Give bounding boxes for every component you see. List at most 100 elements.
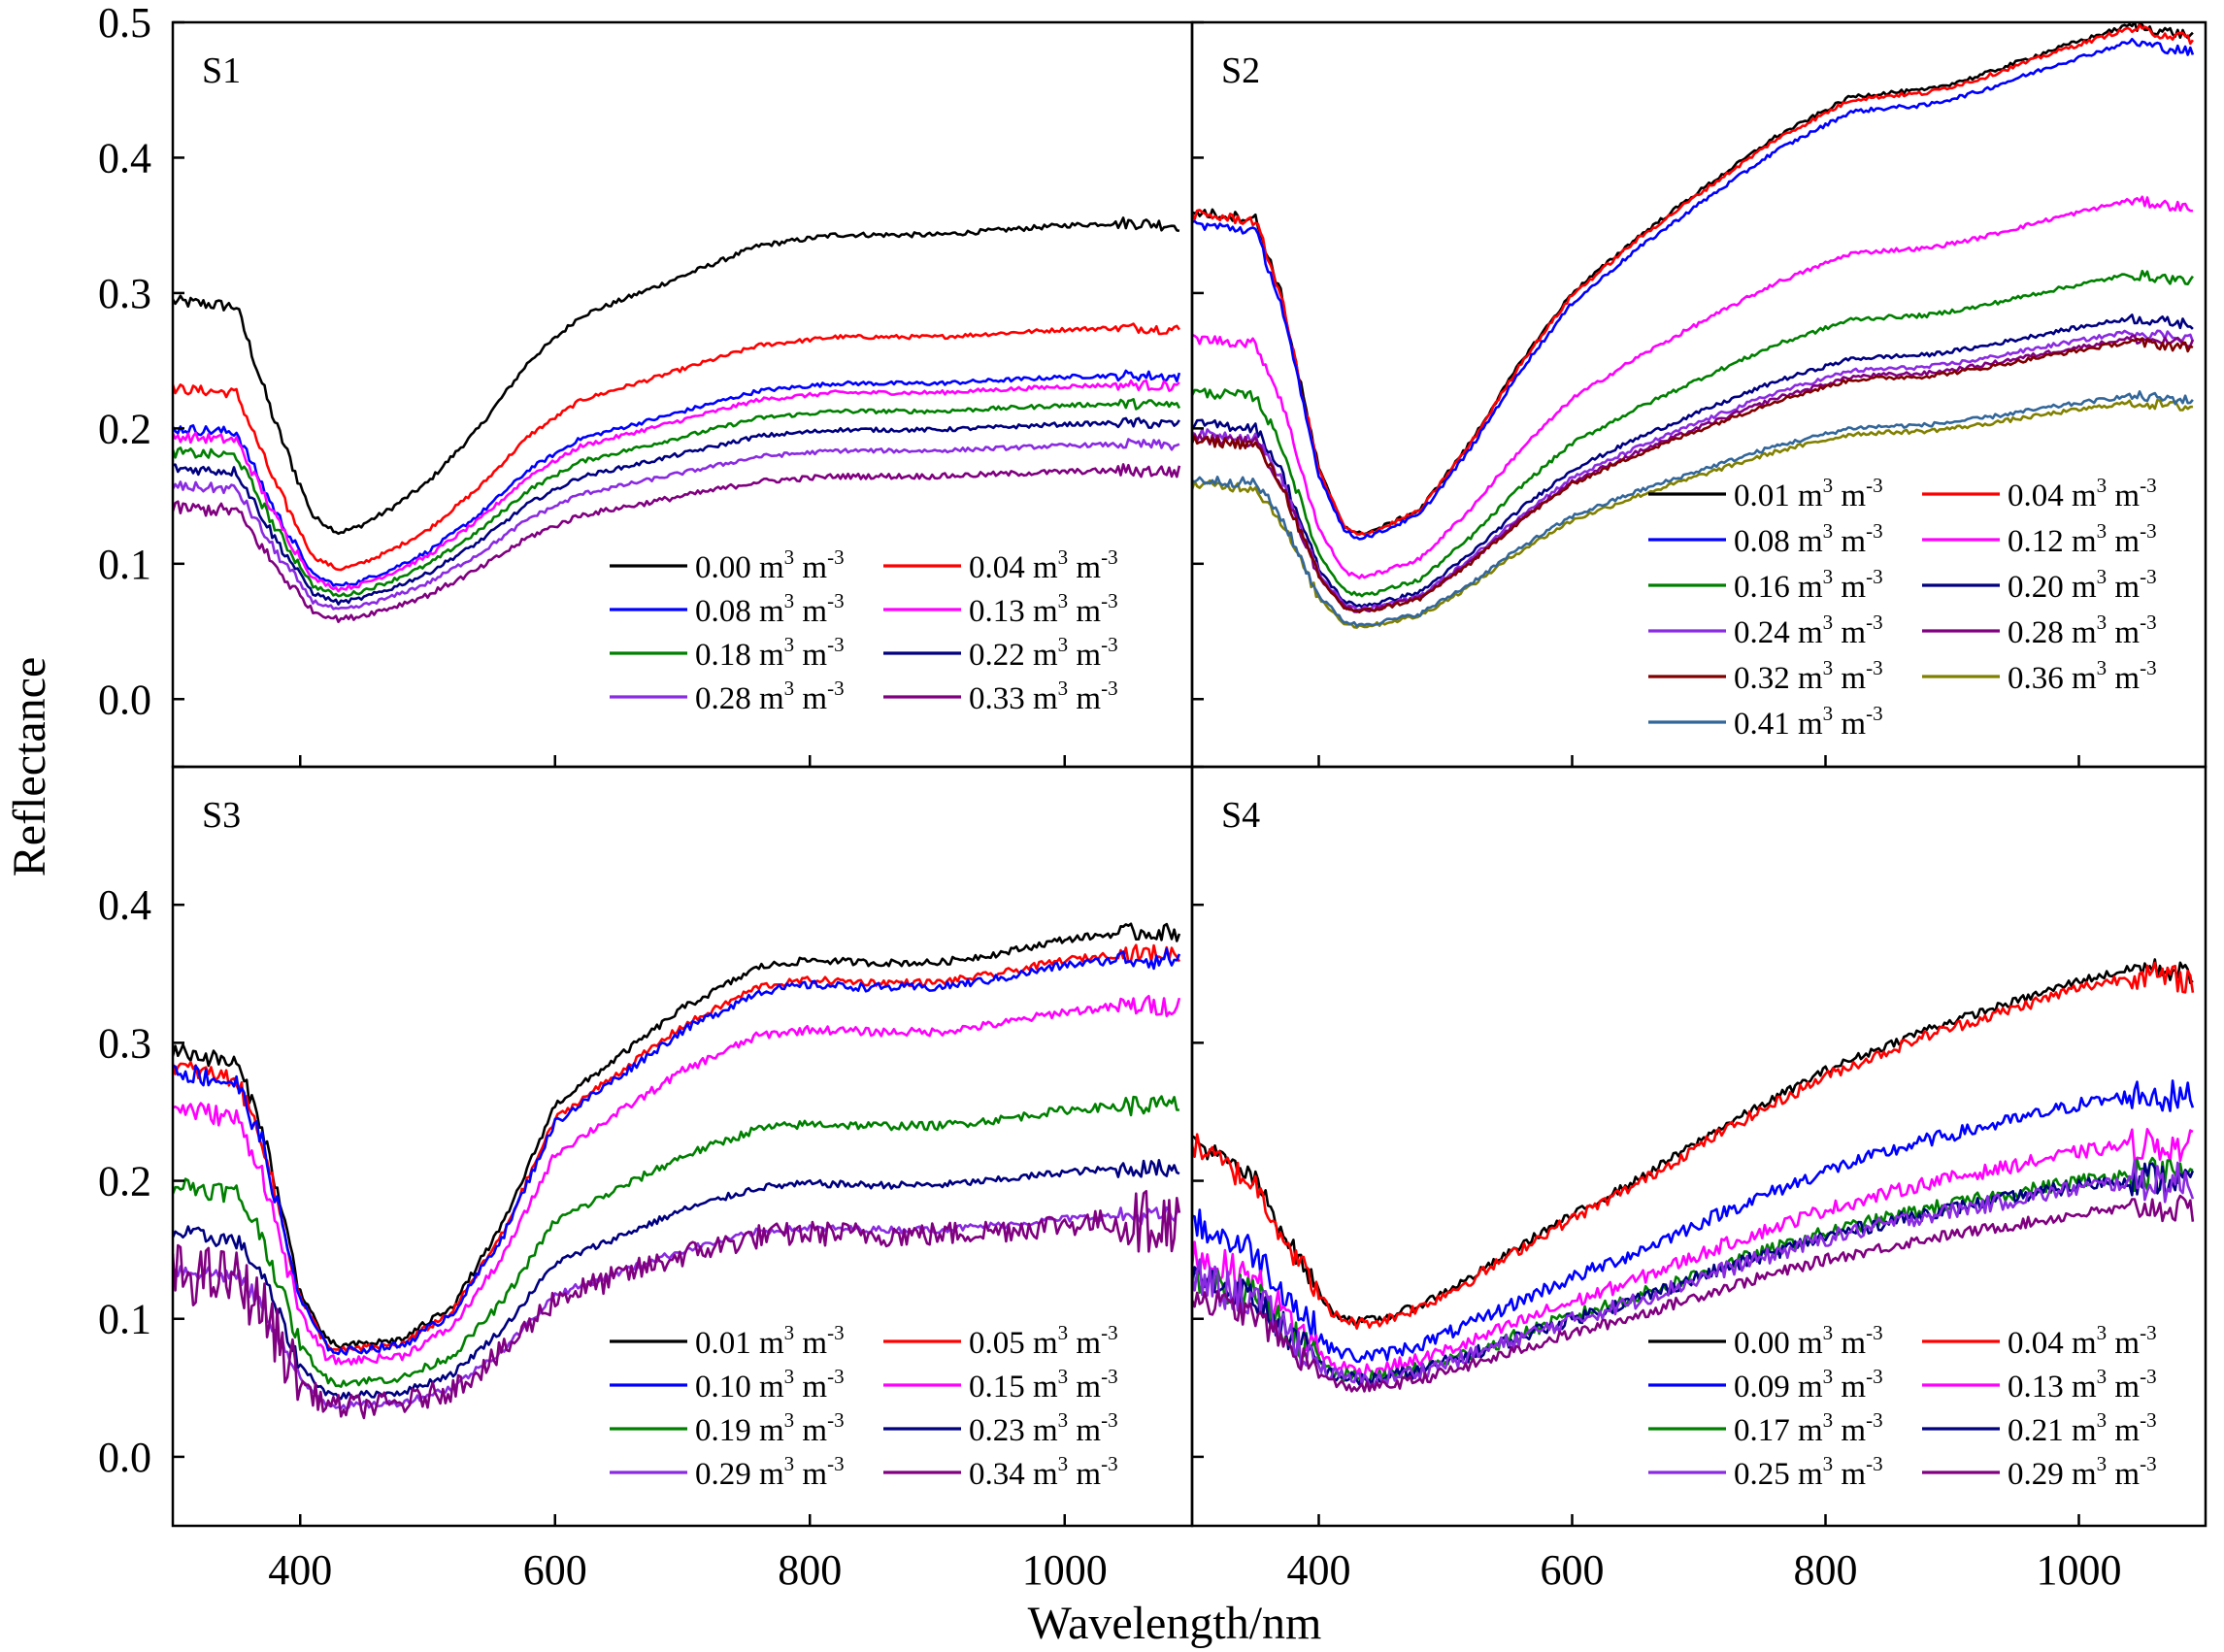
series-line-s4-0-04 (1192, 961, 2195, 1330)
legend-entry: 0.29 m3 m-3 (610, 1452, 845, 1492)
legend-entry: 0.29 m3 m-3 (1922, 1452, 2157, 1492)
legend-label: 0.24 m3 m-3 (1734, 611, 1883, 650)
legend-label: 0.04 m3 m-3 (2008, 474, 2157, 513)
panel-s3-lines (173, 922, 1181, 1420)
series-line-s3-0-10 (173, 947, 1181, 1356)
legend-entry: 0.13 m3 m-3 (1922, 1365, 2157, 1404)
series-line-s3-0-34 (173, 1190, 1181, 1420)
legend-entry: 0.10 m3 m-3 (610, 1365, 845, 1404)
legend-label: 0.12 m3 m-3 (2008, 519, 2157, 559)
y-tick-label: 0.2 (98, 1158, 151, 1206)
legend-entry: 0.36 m3 m-3 (1922, 656, 2157, 696)
legend-label: 0.36 m3 m-3 (2008, 656, 2157, 696)
legend-label: 0.01 m3 m-3 (1734, 474, 1883, 513)
series-line-s2-0-16 (1192, 269, 2194, 598)
series-line-s3-0-23 (173, 1159, 1180, 1401)
series-line-s2-0-12 (1192, 195, 2193, 579)
legend-label: 0.00 m3 m-3 (1734, 1321, 1883, 1361)
legend-label: 0.22 m3 m-3 (969, 633, 1118, 673)
legend-entry: 0.28 m3 m-3 (610, 677, 845, 716)
x-tick-label: 1000 (1022, 1546, 1108, 1594)
y-tick-label: 0.2 (98, 405, 151, 452)
x-axis-title: Wavelength/nm (1028, 1598, 1322, 1649)
legend-label: 0.10 m3 m-3 (695, 1365, 845, 1404)
legend-layer: 0.00 m3 m-3 0.04 m3 m-3 0.08 m3 m-3 0.13 m3… (610, 474, 2157, 1492)
legend-entry: 0.33 m3 m-3 (883, 677, 1118, 716)
legend-label: 0.41 m3 m-3 (1734, 702, 1883, 742)
legend-label: 0.33 m3 m-3 (969, 677, 1118, 716)
panel-label: S2 (1221, 50, 1260, 91)
legend-label: 0.15 m3 m-3 (969, 1365, 1118, 1404)
series-line-s2-0-32 (1192, 337, 2194, 613)
legend-entry: 0.15 m3 m-3 (883, 1365, 1118, 1404)
series-line-s3-0-19 (173, 1095, 1179, 1388)
legend-entry: 0.00 m3 m-3 (1648, 1321, 1883, 1361)
legend-label: 0.09 m3 m-3 (1734, 1365, 1883, 1404)
series-line-s3-0-15 (173, 995, 1181, 1366)
legend-entry: 0.08 m3 m-3 (1648, 519, 1883, 559)
legend-entry: 0.08 m3 m-3 (610, 589, 845, 629)
panel-s4-lines (1192, 958, 2195, 1393)
series-line-s1-0-13 (173, 379, 1180, 593)
legend-label: 0.28 m3 m-3 (2008, 611, 2157, 650)
legend-entry: 0.24 m3 m-3 (1648, 611, 1883, 650)
legend-entry: 0.00 m3 m-3 (610, 545, 845, 585)
legend-label: 0.19 m3 m-3 (695, 1408, 845, 1448)
series-line-s4-0-25 (1192, 1159, 2195, 1388)
series-line-s2-0-08 (1192, 38, 2195, 541)
series-line-s4-0-17 (1192, 1156, 2194, 1386)
legend-entry: 0.25 m3 m-3 (1648, 1452, 1883, 1492)
legend-label: 0.05 m3 m-3 (969, 1321, 1118, 1361)
legend-label: 0.13 m3 m-3 (969, 589, 1118, 629)
series-line-s2-0-04 (1192, 23, 2194, 536)
series-line-s1-0-00 (173, 216, 1180, 536)
x-tick-label: 400 (1287, 1546, 1351, 1594)
x-tick-label: 800 (778, 1546, 842, 1594)
legend-label: 0.34 m3 m-3 (969, 1452, 1118, 1492)
legend-entry: 0.18 m3 m-3 (610, 633, 845, 673)
legend-label: 0.08 m3 m-3 (1734, 519, 1883, 559)
legend-entry: 0.01 m3 m-3 (1648, 474, 1883, 513)
legend-label: 0.32 m3 m-3 (1734, 656, 1883, 696)
legend-label: 0.29 m3 m-3 (2008, 1452, 2157, 1492)
legend-entry: 0.19 m3 m-3 (610, 1408, 845, 1448)
series-line-s2-0-24 (1192, 329, 2195, 611)
legend-entry: 0.16 m3 m-3 (1648, 565, 1883, 605)
panel-label: S4 (1221, 795, 1260, 836)
series-line-s1-0-08 (173, 369, 1181, 587)
legend-label: 0.20 m3 m-3 (2008, 565, 2157, 605)
y-tick-label: 0.3 (98, 1019, 151, 1067)
legend-entry: 0.21 m3 m-3 (1922, 1408, 2157, 1448)
series-line-s1-0-22 (173, 416, 1180, 606)
legend-entry: 0.28 m3 m-3 (1922, 611, 2157, 650)
series-line-s4-0-13 (1192, 1128, 2194, 1378)
legend-entry: 0.04 m3 m-3 (1922, 474, 2157, 513)
legend-label: 0.16 m3 m-3 (1734, 565, 1883, 605)
legend-entry: 0.32 m3 m-3 (1648, 656, 1883, 696)
y-tick-label: 0.3 (98, 270, 151, 317)
y-tick-label: 0.4 (98, 881, 151, 929)
x-tick-label: 600 (1541, 1546, 1605, 1594)
panel-s1-lines (173, 216, 1181, 623)
legend-label: 0.28 m3 m-3 (695, 677, 845, 716)
legend-entry: 0.04 m3 m-3 (1922, 1321, 2157, 1361)
series-line-s1-0-28 (173, 438, 1180, 611)
series-line-s1-0-33 (173, 463, 1181, 623)
panel-label: S3 (202, 795, 241, 836)
y-tick-label: 0.1 (98, 541, 151, 588)
legend-entry: 0.17 m3 m-3 (1648, 1408, 1883, 1448)
series-line-s2-0-20 (1192, 314, 2194, 609)
legend-label: 0.23 m3 m-3 (969, 1408, 1118, 1448)
axes-layer: S1 0.0 0.1 0.2 0.3 0.4 0.5 S2 S3 0.0 0.1 0.2 0.3 0.4 4… (98, 0, 2207, 1594)
panel-s2-lines (1192, 22, 2195, 629)
series-line-s4-0-29 (1192, 1194, 2195, 1393)
legend-label: 0.17 m3 m-3 (1734, 1408, 1883, 1448)
x-tick-label: 400 (268, 1546, 332, 1594)
legend-label: 0.04 m3 m-3 (2008, 1321, 2157, 1361)
series-layer (173, 22, 2195, 1420)
x-tick-label: 1000 (2037, 1546, 2122, 1594)
legend-label: 0.01 m3 m-3 (695, 1321, 845, 1361)
legend-entry: 0.01 m3 m-3 (610, 1321, 845, 1361)
